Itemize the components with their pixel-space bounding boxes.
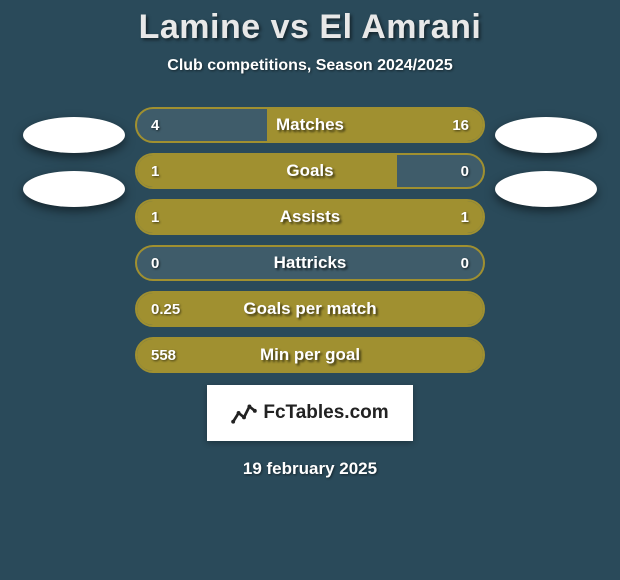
avatar-col-left bbox=[23, 107, 125, 207]
subtitle: Club competitions, Season 2024/2025 bbox=[0, 57, 620, 75]
stat-bar: Hattricks00 bbox=[135, 245, 485, 281]
brand-badge: FcTables.com bbox=[207, 385, 413, 441]
avatar bbox=[23, 171, 125, 207]
stat-bar: Goals10 bbox=[135, 153, 485, 189]
stat-bar: Min per goal558 bbox=[135, 337, 485, 373]
comparison-card: Lamine vs El Amrani Club competitions, S… bbox=[0, 0, 620, 479]
player2-name: El Amrani bbox=[319, 8, 481, 46]
chart-area: Matches416 Goals10 Assists11 Hattricks00 Goa… bbox=[0, 107, 620, 373]
bars-container: Matches416 Goals10 Assists11 Hattricks00 Goa… bbox=[135, 107, 485, 373]
vs-label: vs bbox=[271, 8, 310, 46]
bar-fill-right bbox=[310, 293, 483, 325]
bar-fill-left bbox=[137, 293, 310, 325]
fctables-icon bbox=[231, 400, 257, 426]
bar-fill-left bbox=[137, 339, 310, 371]
bar-fill-right bbox=[310, 109, 483, 141]
bar-fill-left bbox=[137, 155, 310, 187]
avatar bbox=[495, 117, 597, 153]
stat-bar: Matches416 bbox=[135, 107, 485, 143]
title: Lamine vs El Amrani bbox=[0, 8, 620, 47]
avatar bbox=[23, 117, 125, 153]
bar-fill-right bbox=[310, 155, 397, 187]
footer-date: 19 february 2025 bbox=[0, 459, 620, 479]
stat-bar: Goals per match0.25 bbox=[135, 291, 485, 327]
bar-fill-right bbox=[310, 339, 483, 371]
bar-fill-left bbox=[267, 109, 310, 141]
player1-name: Lamine bbox=[139, 8, 261, 46]
bar-fill-right bbox=[310, 201, 483, 233]
bar-fill-left bbox=[137, 201, 310, 233]
avatar bbox=[495, 171, 597, 207]
avatar-col-right bbox=[495, 107, 597, 207]
brand-text: FcTables.com bbox=[263, 402, 388, 424]
stat-bar: Assists11 bbox=[135, 199, 485, 235]
